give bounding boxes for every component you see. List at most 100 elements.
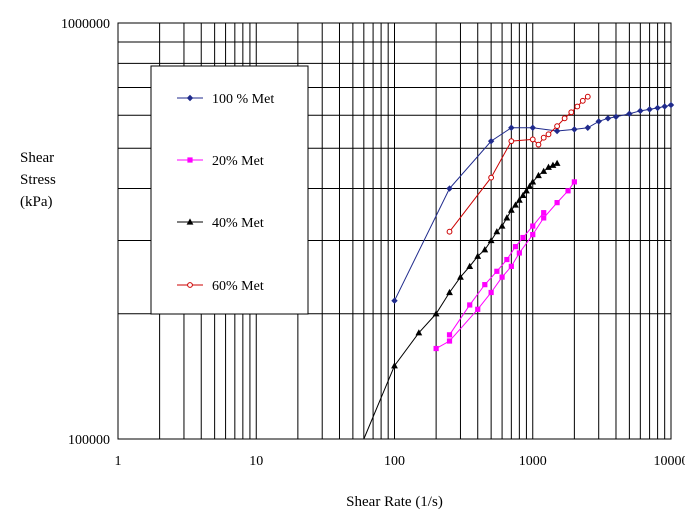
x-tick-label: 100 <box>384 454 405 469</box>
data-point <box>512 244 519 250</box>
legend-entry-label: 60% Met <box>212 279 264 294</box>
y-axis-label-line: Stress <box>20 172 56 188</box>
data-point <box>530 223 536 229</box>
data-point <box>529 178 537 185</box>
data-point <box>475 306 481 312</box>
data-point <box>540 134 547 141</box>
data-point <box>541 210 547 216</box>
data-point <box>446 228 453 235</box>
tick-labels: 1 10 100 1000 10000 100000 1000000 <box>61 17 685 469</box>
y-axis-label-line: (kPa) <box>20 194 53 210</box>
data-point <box>553 159 561 166</box>
data-point <box>661 103 668 110</box>
data-point <box>446 338 453 344</box>
data-point <box>545 163 552 170</box>
data-point <box>516 250 522 256</box>
data-point <box>584 124 591 131</box>
data-point <box>432 310 440 317</box>
data-point <box>595 118 602 125</box>
x-tick-label: 1000 <box>519 454 547 469</box>
data-point <box>654 104 661 112</box>
data-point <box>498 222 506 229</box>
data-point <box>526 182 534 189</box>
data-point <box>535 141 542 148</box>
legend-entry-label: 20% Met <box>212 154 264 169</box>
data-point <box>508 124 515 131</box>
data-point <box>523 187 530 194</box>
data-point <box>487 236 495 244</box>
data-point <box>667 101 675 109</box>
data-point <box>568 109 575 116</box>
series <box>446 93 591 235</box>
data-point <box>499 274 505 280</box>
data-point <box>493 228 501 235</box>
data-point <box>549 161 557 168</box>
data-point <box>466 262 474 269</box>
x-axis-label: Shear Rate (1/s) <box>346 494 443 510</box>
data-point <box>574 103 581 110</box>
data-point <box>541 215 547 221</box>
legend: 100 % Met 20% Met 40% Met 60% Met <box>150 65 309 315</box>
data-point <box>487 137 495 145</box>
data-point <box>481 246 489 253</box>
data-point <box>540 167 548 174</box>
data-point <box>519 191 527 199</box>
data-point <box>474 252 482 259</box>
legend-entry-label: 40% Met <box>212 216 264 231</box>
data-point <box>187 157 193 163</box>
y-tick-label: 100000 <box>68 433 110 448</box>
data-point <box>488 174 495 181</box>
data-point <box>415 329 423 336</box>
series-layer <box>363 93 675 440</box>
data-point <box>508 138 515 145</box>
data-point <box>579 97 586 104</box>
data-point <box>529 124 536 131</box>
data-point <box>561 115 568 122</box>
x-tick-label: 1 <box>115 454 122 469</box>
data-point <box>508 263 514 269</box>
data-point <box>529 136 536 143</box>
data-point <box>391 362 398 369</box>
data-point <box>186 94 194 102</box>
plot-border <box>117 22 672 440</box>
data-point <box>467 302 473 308</box>
data-point <box>433 345 439 352</box>
data-point <box>446 185 453 192</box>
data-point <box>446 332 453 338</box>
data-point <box>554 123 560 130</box>
data-point <box>545 131 552 138</box>
data-point <box>571 126 578 133</box>
data-point <box>571 179 577 185</box>
data-point <box>512 201 519 208</box>
y-tick-label: 1000000 <box>61 17 110 32</box>
data-point <box>604 115 612 122</box>
legend-box <box>150 65 309 315</box>
data-point <box>482 282 488 288</box>
data-point <box>187 282 193 288</box>
data-point <box>503 214 511 221</box>
y-axis-label: Shear Stress (kPa) <box>20 150 56 210</box>
data-point <box>530 231 536 238</box>
legend-entry-label: 100 % Met <box>212 92 274 107</box>
data-point <box>457 273 464 280</box>
series <box>391 101 675 304</box>
y-axis-label-line: Shear <box>20 150 54 166</box>
data-point <box>646 106 653 113</box>
data-point <box>626 110 633 117</box>
data-point <box>554 200 560 206</box>
data-point <box>488 289 494 296</box>
data-point <box>565 188 571 194</box>
data-point <box>637 107 644 115</box>
data-point <box>507 206 515 213</box>
data-point <box>186 218 194 225</box>
series <box>433 179 577 352</box>
data-point <box>612 113 620 121</box>
x-tick-label: 10000 <box>654 454 685 469</box>
data-point <box>553 127 561 135</box>
data-point <box>494 268 500 274</box>
data-point <box>391 297 398 304</box>
data-point <box>515 196 523 203</box>
data-point <box>504 256 510 263</box>
data-point <box>584 93 591 100</box>
